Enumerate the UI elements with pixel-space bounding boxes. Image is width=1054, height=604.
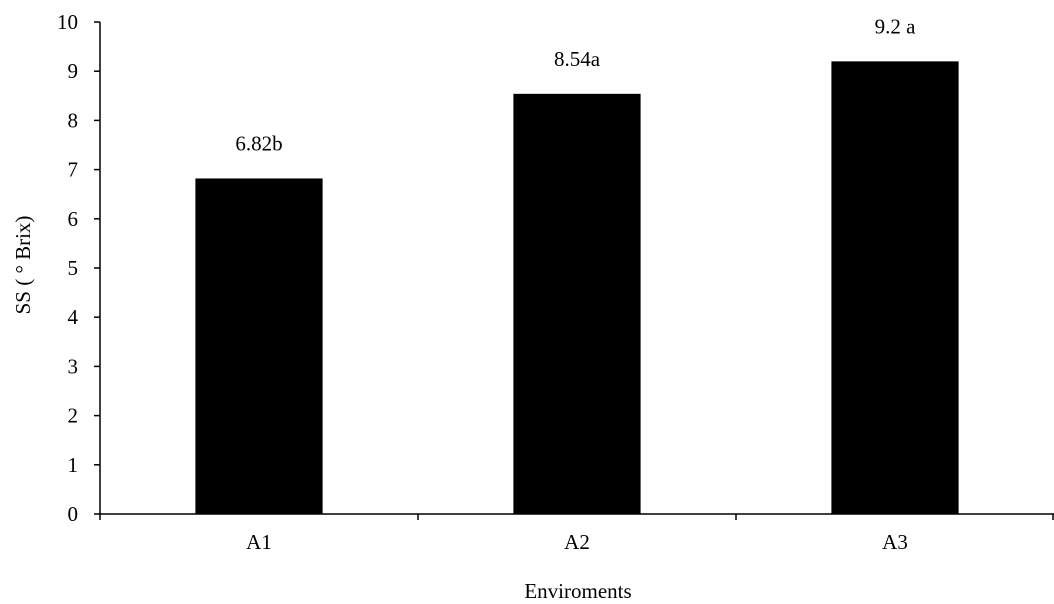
y-tick-label: 5: [68, 256, 79, 280]
y-tick-label: 1: [68, 453, 79, 477]
y-tick-label: 0: [68, 502, 79, 526]
y-tick-label: 10: [57, 10, 78, 34]
bar: [831, 61, 959, 515]
x-tick-label: A3: [882, 530, 908, 554]
data-label: 8.54a: [554, 47, 601, 71]
data-label: 6.82b: [235, 131, 282, 155]
y-tick-label: 4: [68, 305, 79, 329]
bar: [513, 93, 641, 514]
x-tick-label: A2: [564, 530, 590, 554]
bar: [195, 178, 323, 514]
x-axis-title: Enviroments: [524, 579, 631, 603]
x-tick-label: A1: [246, 530, 272, 554]
y-tick-label: 7: [68, 158, 79, 182]
x-axis: A1 A2 A3: [99, 513, 1054, 554]
y-tick-label: 3: [68, 354, 79, 378]
y-tick-label: 6: [68, 207, 79, 231]
y-tick-label: 8: [68, 108, 79, 132]
bars: [195, 61, 959, 515]
data-label: 9.2 a: [875, 14, 917, 38]
y-axis-title: SS ( ° Brix): [11, 216, 35, 315]
y-axis: 0 1 2 3 4 5 6 7 8 9 10: [57, 10, 101, 526]
data-labels: 6.82b 8.54a 9.2 a: [235, 14, 916, 155]
y-tick-label: 9: [68, 59, 79, 83]
y-tick-label: 2: [68, 404, 79, 428]
